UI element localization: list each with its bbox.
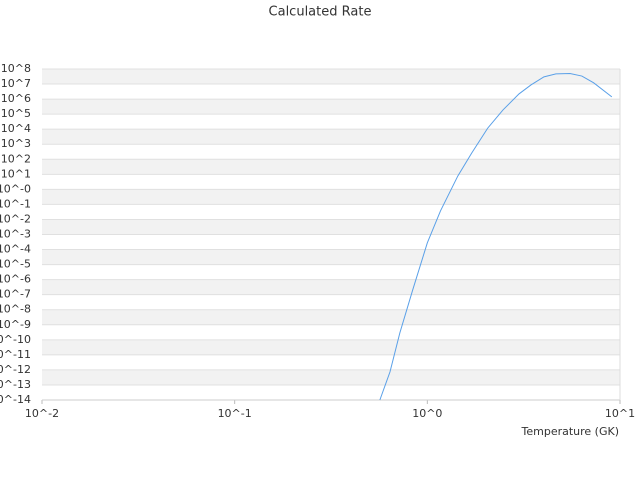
grid-band — [42, 69, 620, 85]
y-tick-label: 10^5 — [1, 107, 31, 120]
x-axis-label: Temperature (GK) — [521, 425, 620, 438]
y-tick-label: 10^-11 — [0, 348, 31, 361]
y-tick-label: 10^4 — [1, 122, 31, 135]
y-tick-label: 10^6 — [1, 92, 31, 105]
grid-band — [42, 279, 620, 295]
plot-area — [42, 68, 620, 401]
y-tick-label: 10^-3 — [0, 228, 31, 241]
chart-title: Calculated Rate — [269, 5, 372, 20]
rate-line — [379, 73, 613, 401]
grid-band — [42, 309, 620, 325]
y-tick-label: 10^-12 — [0, 363, 31, 376]
y-tick-label: 10^-5 — [0, 258, 31, 271]
y-tick-label: 10^-0 — [0, 182, 31, 195]
grid-band — [42, 249, 620, 265]
y-tick-label: 10^-8 — [0, 303, 31, 316]
grid-band — [42, 369, 620, 385]
y-tick-label: 10^3 — [1, 137, 31, 150]
y-tick-label: 10^-7 — [0, 288, 31, 301]
y-tick-label: 10^-4 — [0, 243, 31, 256]
x-tick-label: 10^-1 — [218, 407, 252, 420]
grid-band — [42, 219, 620, 235]
y-tick-label: 10^-2 — [0, 212, 31, 225]
y-tick-label: 10^8 — [1, 62, 31, 75]
y-tick-label: 10^7 — [1, 77, 31, 90]
y-tick-label: 10^-1 — [0, 197, 31, 210]
y-tick-label: 10^-9 — [0, 318, 31, 331]
grid-band — [42, 129, 620, 145]
grid-band — [42, 189, 620, 205]
x-tick-label: 10^0 — [412, 407, 442, 420]
grid-band — [42, 339, 620, 355]
x-tick-label: 10^-2 — [25, 407, 59, 420]
grid-band — [42, 99, 620, 115]
y-tick-label: 10^-14 — [0, 393, 31, 406]
y-tick-label: 10^1 — [1, 167, 31, 180]
x-tick-label: 10^1 — [605, 407, 635, 420]
y-tick-label: 10^2 — [1, 152, 31, 165]
y-tick-label: 10^-10 — [0, 333, 31, 346]
y-tick-label: 10^-13 — [0, 378, 31, 391]
y-tick-label: 10^-6 — [0, 273, 31, 286]
grid-band — [42, 159, 620, 175]
